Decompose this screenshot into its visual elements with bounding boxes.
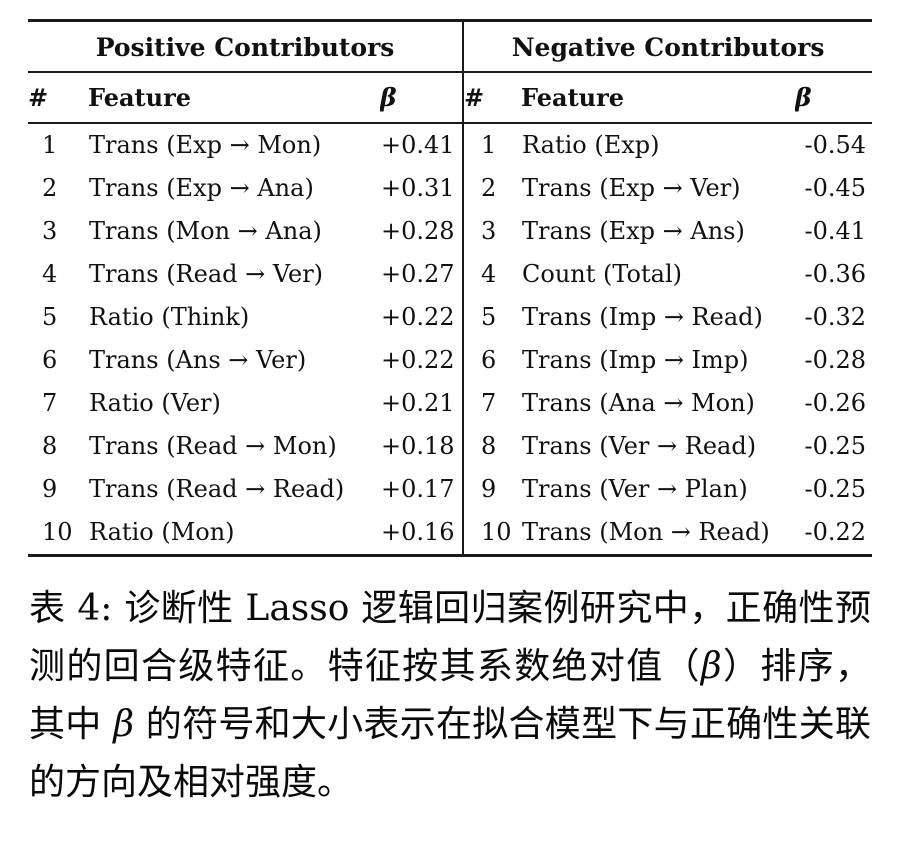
- positive-rank-cell: 10: [42, 518, 73, 546]
- caption-beta-symbol: β: [113, 704, 135, 745]
- table-row: 5 Ratio (Think) +0.22 5 Trans (Imp → Rea…: [28, 296, 872, 339]
- positive-beta-cell: +0.18: [380, 425, 465, 468]
- positive-rank-cell: 3: [42, 217, 58, 245]
- col-header-rank-right: #: [463, 72, 522, 124]
- col-header-rank-left: #: [28, 72, 88, 124]
- positive-feature-cell: Trans (Exp → Ana): [89, 174, 314, 202]
- negative-rank-cell: 9: [481, 475, 497, 503]
- caption-text-part: 的符号和大小表示在拟合模型下与正确性关联的方向及相对强度。: [29, 704, 871, 803]
- positive-beta-cell: +0.31: [380, 167, 465, 210]
- positive-feature-cell: Ratio (Ver): [89, 389, 221, 417]
- caption-beta-symbol: β: [700, 646, 722, 687]
- col-header-feature-right: Feature: [521, 72, 796, 124]
- table-row: 10 Ratio (Mon) +0.16 10 Trans (Mon → Rea…: [28, 511, 872, 556]
- negative-rank-cell: 5: [481, 303, 497, 331]
- positive-beta-cell: +0.22: [380, 296, 465, 339]
- negative-rank-cell: 10: [481, 518, 512, 546]
- negative-beta-cell: -0.25: [804, 475, 867, 503]
- negative-feature-cell: Count (Total): [522, 260, 682, 288]
- negative-rank-cell: 3: [481, 217, 497, 245]
- positive-beta-cell: +0.41: [380, 123, 465, 167]
- positive-feature-cell: Trans (Read → Read): [89, 475, 345, 503]
- positive-feature-cell: Trans (Exp → Mon): [89, 131, 322, 159]
- negative-feature-cell: Trans (Mon → Read): [522, 518, 770, 546]
- negative-beta-cell: -0.26: [804, 389, 867, 417]
- positive-rank-cell: 9: [42, 475, 58, 503]
- table-row: 8 Trans (Read → Mon) +0.18 8 Trans (Ver …: [28, 425, 872, 468]
- negative-beta-cell: -0.28: [804, 346, 867, 374]
- positive-feature-cell: Trans (Read → Ver): [89, 260, 324, 288]
- table-header: Positive Contributors Negative Contribut…: [28, 20, 873, 124]
- table-body: 1 Trans (Exp → Mon) +0.41 1 Ratio (Exp) …: [28, 123, 872, 556]
- negative-feature-cell: Trans (Ana → Mon): [522, 389, 755, 417]
- positive-rank-cell: 5: [42, 303, 58, 331]
- negative-beta-cell: -0.32: [804, 303, 867, 331]
- group-header-positive-contributors: Positive Contributors: [28, 20, 465, 73]
- positive-beta-cell: +0.16: [380, 511, 465, 556]
- column-header-row: # Feature β # Feature β: [28, 72, 873, 124]
- table-row: 7 Ratio (Ver) +0.21 7 Trans (Ana → Mon) …: [28, 382, 872, 425]
- positive-beta-cell: +0.22: [380, 339, 465, 382]
- caption-text-part: ）排序，其中: [29, 646, 871, 745]
- group-header-negative-contributors: Negative Contributors: [463, 20, 873, 73]
- negative-feature-cell: Trans (Exp → Ver): [522, 174, 741, 202]
- negative-beta-cell: -0.22: [804, 518, 867, 546]
- positive-beta-cell: +0.27: [380, 253, 465, 296]
- negative-feature-cell: Trans (Ver → Plan): [522, 475, 748, 503]
- positive-feature-cell: Ratio (Think): [89, 303, 250, 331]
- coefficients-table: Positive Contributors Negative Contribut…: [28, 19, 873, 557]
- table-row: 2 Trans (Exp → Ana) +0.31 2 Trans (Exp →…: [28, 167, 872, 210]
- negative-feature-cell: Trans (Ver → Read): [522, 432, 757, 460]
- negative-rank-cell: 2: [481, 174, 497, 202]
- negative-feature-cell: Trans (Imp → Read): [522, 303, 763, 331]
- col-header-beta-right: β: [795, 72, 873, 124]
- col-header-feature-left: Feature: [88, 72, 380, 124]
- positive-rank-cell: 2: [42, 174, 58, 202]
- positive-rank-cell: 8: [42, 432, 58, 460]
- positive-rank-cell: 1: [42, 131, 58, 159]
- positive-rank-cell: 6: [42, 346, 58, 374]
- negative-rank-cell: 1: [481, 131, 497, 159]
- negative-rank-cell: 7: [481, 389, 497, 417]
- table-row: 4 Trans (Read → Ver) +0.27 4 Count (Tota…: [28, 253, 872, 296]
- negative-feature-cell: Trans (Imp → Imp): [522, 346, 749, 374]
- positive-rank-cell: 4: [42, 260, 58, 288]
- positive-rank-cell: 7: [42, 389, 58, 417]
- positive-feature-cell: Ratio (Mon): [89, 518, 235, 546]
- positive-beta-cell: +0.17: [380, 468, 465, 511]
- table-row: 1 Trans (Exp → Mon) +0.41 1 Ratio (Exp) …: [28, 123, 872, 167]
- negative-beta-cell: -0.41: [804, 217, 867, 245]
- negative-feature-cell: Trans (Exp → Ans): [522, 217, 745, 245]
- table-row: 3 Trans (Mon → Ana) +0.28 3 Trans (Exp →…: [28, 210, 872, 253]
- negative-beta-cell: -0.45: [804, 174, 867, 202]
- positive-feature-cell: Trans (Read → Mon): [89, 432, 337, 460]
- positive-feature-cell: Trans (Mon → Ana): [89, 217, 322, 245]
- paper-page: Positive Contributors Negative Contribut…: [28, 19, 873, 812]
- negative-rank-cell: 6: [481, 346, 497, 374]
- table-caption: 表 4: 诊断性 Lasso 逻辑回归案例研究中，正确性预测的回合级特征。特征按…: [29, 580, 871, 812]
- positive-beta-cell: +0.21: [380, 382, 465, 425]
- table-row: 9 Trans (Read → Read) +0.17 9 Trans (Ver…: [28, 468, 872, 511]
- negative-rank-cell: 8: [481, 432, 497, 460]
- negative-beta-cell: -0.25: [804, 432, 867, 460]
- group-header-row: Positive Contributors Negative Contribut…: [28, 20, 873, 73]
- caption-text-part: 表 4: 诊断性 Lasso 逻辑回归案例研究中，正确性预测的回合级特征。特征按…: [29, 588, 871, 687]
- negative-rank-cell: 4: [481, 260, 497, 288]
- positive-feature-cell: Trans (Ans → Ver): [89, 346, 307, 374]
- positive-beta-cell: +0.28: [380, 210, 465, 253]
- negative-feature-cell: Ratio (Exp): [522, 131, 660, 159]
- table-row: 6 Trans (Ans → Ver) +0.22 6 Trans (Imp →…: [28, 339, 872, 382]
- negative-beta-cell: -0.54: [804, 131, 867, 159]
- negative-beta-cell: -0.36: [804, 260, 867, 288]
- col-header-beta-left: β: [380, 72, 465, 124]
